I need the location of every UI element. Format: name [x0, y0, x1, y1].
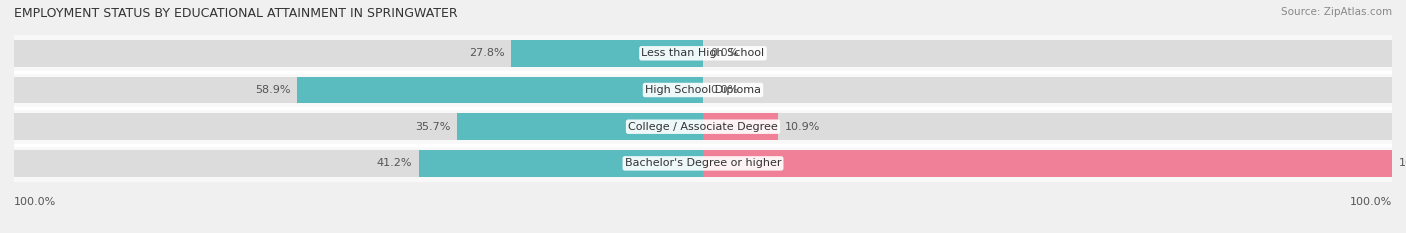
Text: 100.0%: 100.0%: [1350, 197, 1392, 207]
Text: 35.7%: 35.7%: [415, 122, 450, 132]
Bar: [14, 77, 703, 103]
Bar: [703, 150, 1392, 177]
Bar: [703, 40, 1392, 66]
Text: 27.8%: 27.8%: [470, 48, 505, 58]
Text: 0.0%: 0.0%: [710, 48, 738, 58]
Text: 41.2%: 41.2%: [377, 158, 412, 168]
Text: 10.9%: 10.9%: [785, 122, 820, 132]
Text: EMPLOYMENT STATUS BY EDUCATIONAL ATTAINMENT IN SPRINGWATER: EMPLOYMENT STATUS BY EDUCATIONAL ATTAINM…: [14, 7, 458, 20]
Text: Source: ZipAtlas.com: Source: ZipAtlas.com: [1281, 7, 1392, 17]
Text: College / Associate Degree: College / Associate Degree: [628, 122, 778, 132]
Bar: [297, 77, 703, 103]
Bar: [419, 150, 703, 177]
Bar: [457, 113, 703, 140]
Text: 58.9%: 58.9%: [254, 85, 290, 95]
Bar: [14, 150, 703, 177]
Text: Bachelor's Degree or higher: Bachelor's Degree or higher: [624, 158, 782, 168]
Bar: [14, 35, 1392, 72]
Text: 0.0%: 0.0%: [710, 85, 738, 95]
Text: 100.0%: 100.0%: [1399, 158, 1406, 168]
Bar: [512, 40, 703, 66]
Bar: [703, 150, 1392, 177]
Bar: [703, 113, 778, 140]
Bar: [14, 108, 1392, 145]
Bar: [14, 40, 703, 66]
Text: High School Diploma: High School Diploma: [645, 85, 761, 95]
Bar: [14, 113, 703, 140]
Text: Less than High School: Less than High School: [641, 48, 765, 58]
Bar: [14, 72, 1392, 108]
Bar: [703, 77, 1392, 103]
Bar: [703, 113, 1392, 140]
Text: 100.0%: 100.0%: [14, 197, 56, 207]
Bar: [14, 145, 1392, 182]
